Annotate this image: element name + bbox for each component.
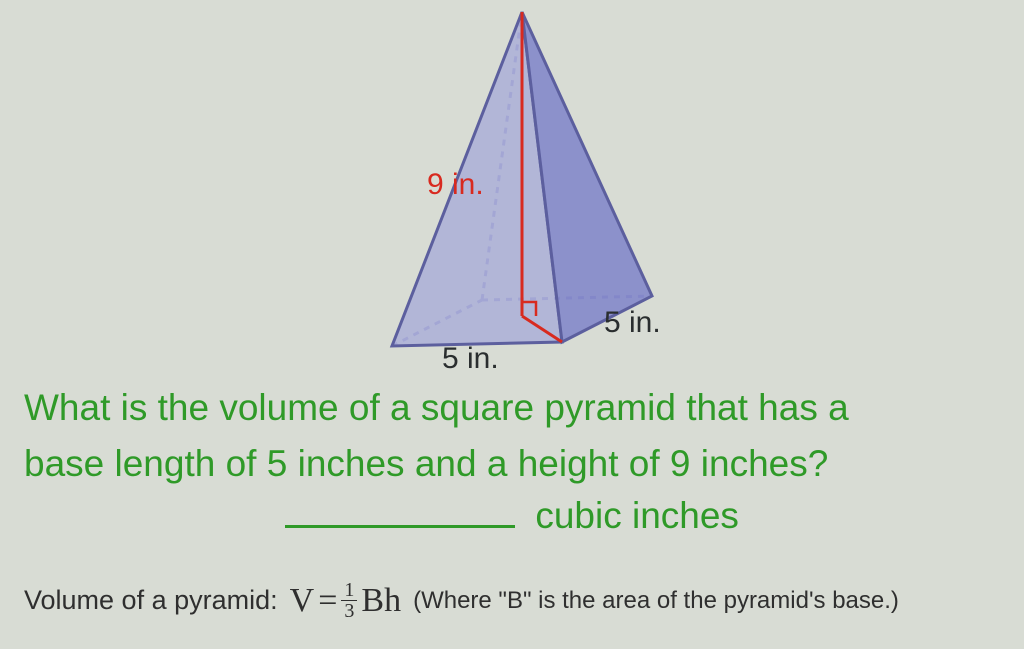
formula-lead: Volume of a pyramid:	[24, 585, 278, 616]
worksheet-page: 9 in. 5 in. 5 in. What is the volume of …	[0, 0, 1024, 649]
base-right-dimension-label: 5 in.	[604, 306, 661, 340]
formula-frac-num: 1	[341, 580, 357, 601]
formula-line: Volume of a pyramid: V = 1 3 Bh (Where "…	[24, 580, 1000, 621]
pyramid-diagram: 9 in. 5 in. 5 in.	[0, 6, 1024, 366]
answer-unit: cubic inches	[535, 495, 739, 536]
question-line-2: base length of 5 inches and a height of …	[24, 443, 828, 484]
formula-fraction: 1 3	[341, 580, 357, 621]
question-line-1: What is the volume of a square pyramid t…	[24, 387, 849, 428]
formula-equals: =	[318, 582, 337, 620]
formula-where: (Where "B" is the area of the pyramid's …	[413, 587, 899, 615]
height-dimension-label: 9 in.	[427, 168, 484, 202]
formula-expression: V = 1 3 Bh	[290, 580, 401, 621]
formula-rhs: Bh	[361, 582, 401, 620]
base-front-dimension-label: 5 in.	[442, 342, 499, 376]
question-text: What is the volume of a square pyramid t…	[24, 380, 1000, 491]
answer-blank[interactable]	[285, 495, 515, 528]
answer-line: cubic inches	[0, 495, 1024, 537]
formula-frac-den: 3	[341, 601, 357, 621]
formula-variable: V	[290, 582, 315, 620]
